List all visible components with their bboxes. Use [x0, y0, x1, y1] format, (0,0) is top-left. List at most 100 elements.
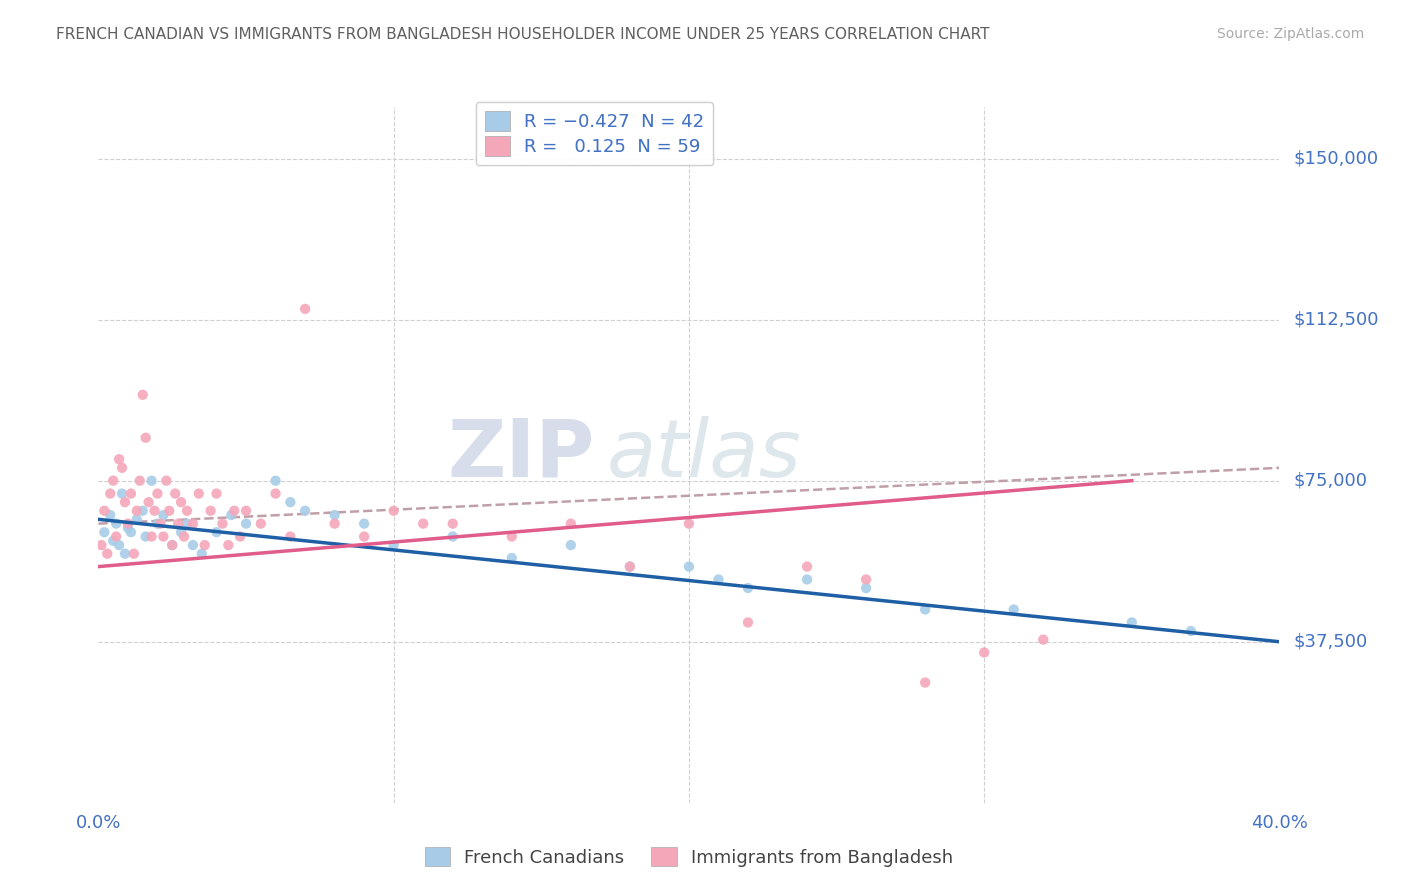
- Text: ZIP: ZIP: [447, 416, 595, 494]
- Text: Source: ZipAtlas.com: Source: ZipAtlas.com: [1216, 27, 1364, 41]
- Point: [176, 516, 198, 531]
- Point: [141, 529, 163, 543]
- Point: [176, 504, 198, 518]
- Point: [973, 645, 995, 659]
- Point: [855, 581, 877, 595]
- Text: $75,000: $75,000: [1294, 472, 1368, 490]
- Point: [294, 504, 316, 518]
- Point: [250, 516, 273, 531]
- Point: [105, 516, 128, 531]
- Point: [205, 486, 228, 500]
- Point: [152, 529, 174, 543]
- Point: [205, 525, 228, 540]
- Point: [96, 547, 118, 561]
- Point: [235, 516, 257, 531]
- Point: [152, 508, 174, 522]
- Point: [141, 474, 163, 488]
- Point: [125, 504, 148, 518]
- Point: [224, 504, 246, 518]
- Point: [323, 508, 346, 522]
- Point: [353, 516, 375, 531]
- Point: [162, 538, 183, 552]
- Point: [117, 521, 139, 535]
- Text: $112,500: $112,500: [1294, 310, 1379, 328]
- Point: [278, 529, 302, 543]
- Point: [120, 486, 142, 500]
- Point: [678, 516, 700, 531]
- Point: [135, 431, 157, 445]
- Point: [1121, 615, 1143, 630]
- Point: [211, 516, 233, 531]
- Point: [170, 495, 193, 509]
- Point: [560, 538, 582, 552]
- Point: [108, 538, 131, 552]
- Point: [796, 573, 818, 587]
- Point: [114, 495, 136, 509]
- Point: [855, 573, 877, 587]
- Point: [138, 495, 160, 509]
- Point: [114, 547, 136, 561]
- Point: [103, 474, 125, 488]
- Legend: French Canadians, Immigrants from Bangladesh: French Canadians, Immigrants from Bangla…: [418, 840, 960, 874]
- Point: [1002, 602, 1025, 616]
- Point: [796, 559, 818, 574]
- Point: [323, 516, 346, 531]
- Point: [219, 508, 242, 522]
- Point: [132, 504, 155, 518]
- Point: [382, 538, 405, 552]
- Point: [181, 516, 204, 531]
- Point: [217, 538, 239, 552]
- Point: [122, 547, 145, 561]
- Point: [278, 495, 302, 509]
- Point: [149, 516, 172, 531]
- Point: [93, 504, 115, 518]
- Point: [128, 474, 150, 488]
- Point: [1032, 632, 1054, 647]
- Point: [412, 516, 434, 531]
- Point: [162, 538, 183, 552]
- Point: [560, 516, 582, 531]
- Point: [353, 529, 375, 543]
- Point: [235, 504, 257, 518]
- Point: [157, 504, 180, 518]
- Point: [264, 474, 287, 488]
- Point: [167, 516, 190, 531]
- Point: [382, 504, 405, 518]
- Point: [165, 486, 187, 500]
- Point: [914, 602, 936, 616]
- Point: [501, 551, 523, 566]
- Point: [707, 573, 730, 587]
- Point: [108, 452, 131, 467]
- Point: [143, 504, 166, 518]
- Point: [619, 559, 641, 574]
- Text: FRENCH CANADIAN VS IMMIGRANTS FROM BANGLADESH HOUSEHOLDER INCOME UNDER 25 YEARS : FRENCH CANADIAN VS IMMIGRANTS FROM BANGL…: [56, 27, 990, 42]
- Point: [737, 581, 759, 595]
- Point: [98, 508, 121, 522]
- Point: [264, 486, 287, 500]
- Point: [105, 529, 128, 543]
- Point: [146, 486, 169, 500]
- Point: [135, 529, 157, 543]
- Point: [229, 529, 252, 543]
- Point: [501, 529, 523, 543]
- Point: [111, 460, 134, 475]
- Point: [132, 388, 155, 402]
- Point: [90, 538, 112, 552]
- Point: [93, 525, 115, 540]
- Point: [170, 525, 193, 540]
- Point: [441, 529, 464, 543]
- Point: [146, 516, 169, 531]
- Point: [914, 675, 936, 690]
- Point: [191, 547, 214, 561]
- Point: [187, 486, 209, 500]
- Point: [98, 486, 121, 500]
- Point: [441, 516, 464, 531]
- Point: [200, 504, 222, 518]
- Point: [181, 538, 204, 552]
- Text: $150,000: $150,000: [1294, 150, 1379, 168]
- Point: [111, 486, 134, 500]
- Point: [678, 559, 700, 574]
- Legend: R = −0.427  N = 42, R =   0.125  N = 59: R = −0.427 N = 42, R = 0.125 N = 59: [475, 103, 713, 165]
- Point: [1180, 624, 1202, 638]
- Text: atlas: atlas: [606, 416, 801, 494]
